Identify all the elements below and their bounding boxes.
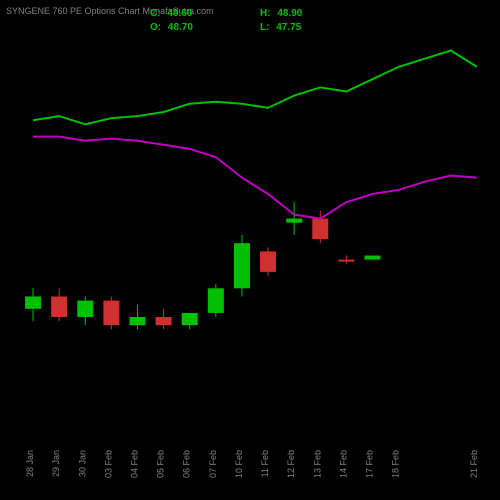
- candle-up: [365, 256, 381, 260]
- candle-up: [182, 313, 198, 325]
- candle-up: [234, 243, 250, 288]
- x-axis-label: 14 Feb: [338, 450, 348, 478]
- x-axis-label: 17 Feb: [365, 450, 375, 478]
- x-axis-label: 05 Feb: [156, 450, 166, 478]
- x-axis-label: 21 Feb: [469, 450, 479, 478]
- candle-up: [77, 301, 93, 317]
- candle-down: [260, 251, 276, 272]
- x-axis-label: 30 Jan: [77, 450, 87, 477]
- candle-down: [103, 301, 119, 326]
- candle-down: [156, 317, 172, 325]
- candle-up: [130, 317, 146, 325]
- x-axis-label: 29 Jan: [51, 450, 61, 477]
- x-axis-label: 07 Feb: [208, 450, 218, 478]
- candle-down: [51, 297, 67, 318]
- candle-up: [286, 219, 302, 223]
- x-axis-label: 11 Feb: [260, 450, 270, 477]
- x-axis-label: 10 Feb: [234, 450, 244, 478]
- chart-svg: 28 Jan 29 Jan 30 Jan 03 Feb 04 Feb 05 Feb 06 F…: [0, 0, 500, 500]
- chart-container: SYNGENE 760 PE Options Chart MunafaSutra…: [0, 0, 500, 500]
- candle-down: [338, 260, 354, 262]
- x-axis-label: 12 Feb: [286, 450, 296, 478]
- x-axis-label: 13 Feb: [312, 450, 322, 478]
- indicator-line-1: [33, 51, 477, 125]
- indicator-line-2: [33, 137, 477, 219]
- x-axis-label: 03 Feb: [103, 450, 113, 478]
- x-axis-label: 18 Feb: [391, 450, 401, 478]
- candle-up: [208, 288, 224, 313]
- candle-down: [312, 219, 328, 240]
- x-axis-label: 04 Feb: [130, 450, 140, 478]
- candle-up: [25, 297, 41, 309]
- x-axis-label: 06 Feb: [182, 450, 192, 478]
- x-axis-label: 28 Jan: [25, 450, 35, 477]
